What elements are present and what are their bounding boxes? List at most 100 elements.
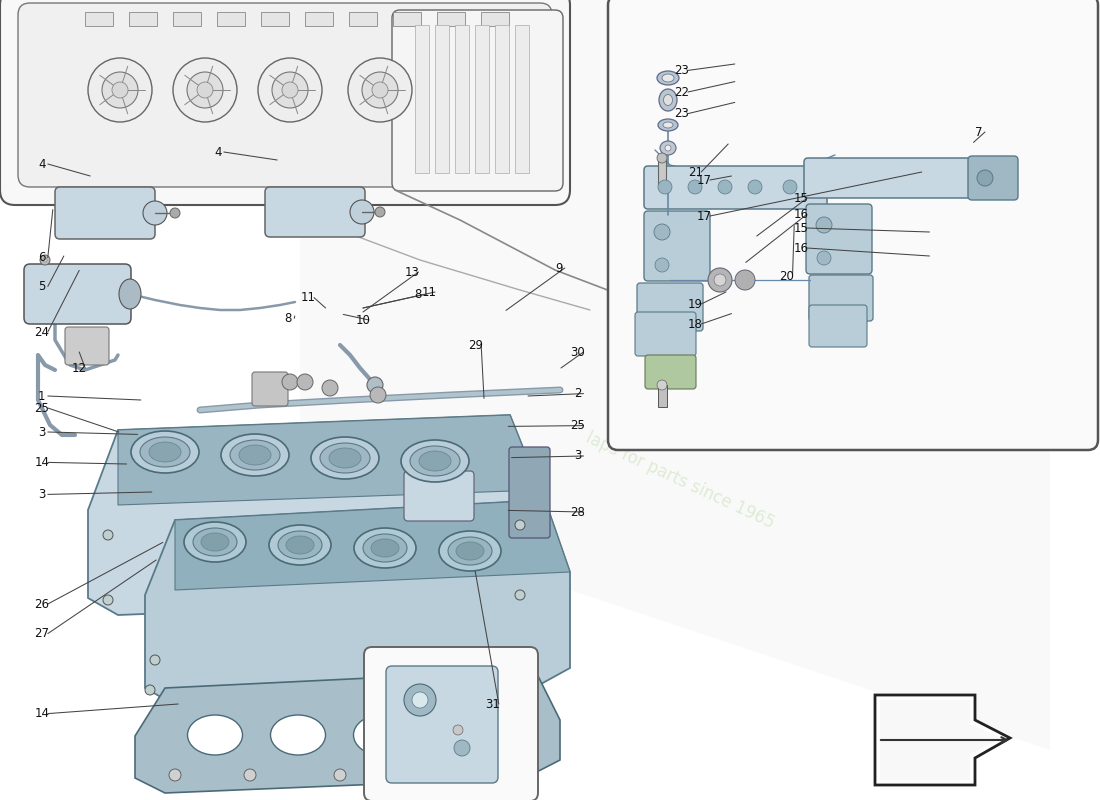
Circle shape xyxy=(454,740,470,756)
Polygon shape xyxy=(874,695,1010,785)
Text: 3: 3 xyxy=(574,450,581,462)
Ellipse shape xyxy=(230,440,280,470)
Text: 12: 12 xyxy=(72,362,87,374)
Text: 17: 17 xyxy=(696,174,712,186)
Text: 5: 5 xyxy=(39,280,45,293)
Text: 22: 22 xyxy=(674,86,690,98)
Circle shape xyxy=(657,380,667,390)
Text: 23: 23 xyxy=(674,64,690,77)
Text: 14: 14 xyxy=(34,456,50,469)
Circle shape xyxy=(350,200,374,224)
Ellipse shape xyxy=(456,542,484,560)
Circle shape xyxy=(654,258,669,272)
Ellipse shape xyxy=(439,531,500,571)
Circle shape xyxy=(103,595,113,605)
Ellipse shape xyxy=(140,437,190,467)
Circle shape xyxy=(145,685,155,695)
Circle shape xyxy=(170,208,180,218)
Ellipse shape xyxy=(363,534,407,562)
Circle shape xyxy=(453,725,463,735)
Text: 15: 15 xyxy=(793,222,808,234)
FancyBboxPatch shape xyxy=(24,264,131,324)
Circle shape xyxy=(714,274,726,286)
Text: 15: 15 xyxy=(793,192,808,205)
FancyBboxPatch shape xyxy=(806,204,872,274)
Circle shape xyxy=(658,180,672,194)
Ellipse shape xyxy=(410,446,460,476)
Circle shape xyxy=(515,520,525,530)
Ellipse shape xyxy=(201,533,229,551)
Polygon shape xyxy=(300,0,1050,750)
Text: 17: 17 xyxy=(696,210,712,222)
Text: 2: 2 xyxy=(574,387,581,400)
Circle shape xyxy=(718,180,732,194)
Circle shape xyxy=(404,684,436,716)
Circle shape xyxy=(244,769,256,781)
Bar xyxy=(658,158,666,186)
Bar xyxy=(393,12,421,26)
Ellipse shape xyxy=(663,122,673,128)
Bar xyxy=(415,25,429,173)
Text: 16: 16 xyxy=(793,208,808,221)
Text: 3: 3 xyxy=(39,426,45,438)
Ellipse shape xyxy=(448,537,492,565)
Circle shape xyxy=(372,82,388,98)
FancyBboxPatch shape xyxy=(55,187,155,239)
Text: 11: 11 xyxy=(300,291,316,304)
FancyBboxPatch shape xyxy=(65,327,109,365)
FancyBboxPatch shape xyxy=(808,305,867,347)
Text: 13: 13 xyxy=(405,266,420,278)
Text: 27: 27 xyxy=(34,627,50,640)
Circle shape xyxy=(657,153,667,163)
Bar xyxy=(349,12,377,26)
Ellipse shape xyxy=(354,528,416,568)
FancyBboxPatch shape xyxy=(392,10,563,191)
Bar xyxy=(515,25,529,173)
Bar xyxy=(129,12,157,26)
FancyBboxPatch shape xyxy=(635,312,696,356)
FancyBboxPatch shape xyxy=(644,211,710,281)
Circle shape xyxy=(334,769,346,781)
Polygon shape xyxy=(145,500,570,705)
Text: 21: 21 xyxy=(688,166,703,178)
Text: 16: 16 xyxy=(793,242,808,254)
FancyBboxPatch shape xyxy=(644,166,827,209)
Text: 3: 3 xyxy=(39,488,45,501)
Bar xyxy=(475,25,490,173)
Circle shape xyxy=(412,692,428,708)
Ellipse shape xyxy=(666,145,671,151)
Circle shape xyxy=(504,769,516,781)
Text: 28: 28 xyxy=(570,506,585,518)
Ellipse shape xyxy=(187,715,242,755)
Bar xyxy=(437,12,465,26)
Ellipse shape xyxy=(148,442,182,462)
Bar xyxy=(455,25,469,173)
Circle shape xyxy=(169,769,182,781)
Circle shape xyxy=(414,769,426,781)
FancyBboxPatch shape xyxy=(808,275,873,321)
Text: 14: 14 xyxy=(34,707,50,720)
Ellipse shape xyxy=(663,94,672,106)
Ellipse shape xyxy=(278,531,322,559)
Text: 10: 10 xyxy=(355,314,371,326)
Text: 9: 9 xyxy=(556,262,562,274)
Circle shape xyxy=(282,82,298,98)
Text: 30: 30 xyxy=(570,346,585,358)
Text: 4: 4 xyxy=(39,158,45,170)
FancyBboxPatch shape xyxy=(265,187,365,237)
Ellipse shape xyxy=(270,525,331,565)
Circle shape xyxy=(103,530,113,540)
Ellipse shape xyxy=(119,279,141,309)
Polygon shape xyxy=(88,415,540,615)
Circle shape xyxy=(297,374,313,390)
FancyBboxPatch shape xyxy=(804,158,984,198)
Text: 6: 6 xyxy=(39,251,45,264)
Circle shape xyxy=(102,72,138,108)
Circle shape xyxy=(783,180,798,194)
Ellipse shape xyxy=(419,451,451,471)
Ellipse shape xyxy=(437,715,492,755)
Polygon shape xyxy=(175,500,570,590)
Ellipse shape xyxy=(662,74,674,82)
FancyBboxPatch shape xyxy=(404,471,474,521)
Circle shape xyxy=(816,217,832,233)
